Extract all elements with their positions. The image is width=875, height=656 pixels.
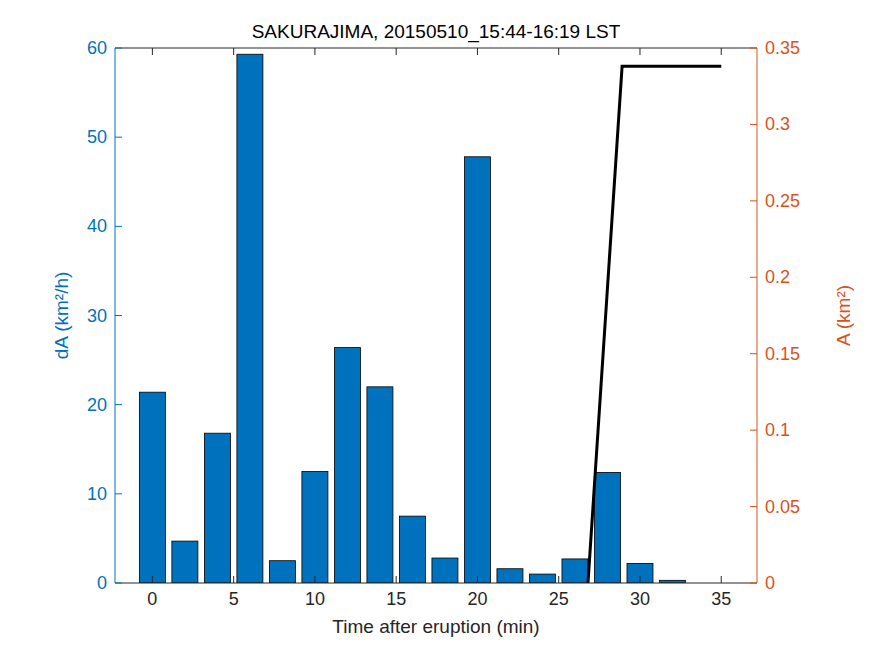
y2-tick [750, 277, 757, 278]
bar [529, 574, 555, 583]
y-tick [115, 315, 122, 316]
x-tick [558, 576, 559, 583]
x-tick [477, 576, 478, 583]
y-tick-label: 30 [87, 306, 107, 326]
chart: 0 5 10 15 20 25 30 35 0 10 20 30 40 50 60 0 0.05 0.1 0.15 0… [0, 0, 875, 656]
bar [562, 559, 588, 583]
x-tick [721, 576, 722, 583]
y2-tick [750, 353, 757, 354]
x-tick [233, 576, 234, 583]
title: SAKURAJIMA, 20150510_15:44-16:19 LST [252, 21, 621, 43]
x-tick-top [314, 48, 315, 55]
y2-axis [757, 48, 758, 583]
line [588, 66, 721, 583]
x-tick-label: 20 [467, 589, 487, 609]
y2-tick-label: 0.3 [765, 114, 790, 134]
bar [334, 348, 360, 583]
x-tick [152, 576, 153, 583]
x-tick [314, 576, 315, 583]
bar [269, 561, 295, 583]
x-tick-top [639, 48, 640, 55]
y-tick [115, 404, 122, 405]
background [0, 0, 875, 656]
x-tick [396, 576, 397, 583]
x-tick-label: 30 [630, 589, 650, 609]
y-tick-label: 0 [97, 573, 107, 593]
y-tick [115, 583, 122, 584]
y-axis-label: dA (km²/h) [51, 272, 72, 360]
bar [594, 472, 620, 583]
bar [627, 563, 653, 583]
bar [432, 558, 458, 583]
y2-tick [750, 200, 757, 201]
x-axis-label: Time after eruption (min) [332, 616, 539, 637]
x-tick-label: 0 [147, 589, 157, 609]
y-tick-label: 10 [87, 484, 107, 504]
bar [237, 54, 263, 583]
y-tick [115, 137, 122, 138]
y2-tick-label: 0.2 [765, 267, 790, 287]
y-tick-label: 40 [87, 216, 107, 236]
y-tick [115, 226, 122, 227]
y2-tick [750, 48, 757, 49]
bar [399, 516, 425, 583]
frame-top [115, 48, 757, 49]
x-tick-label: 35 [711, 589, 731, 609]
x-tick-top [558, 48, 559, 55]
y2-axis-label: A (km²) [833, 285, 854, 346]
y2-tick-label: 0.25 [765, 191, 800, 211]
bar [464, 157, 490, 583]
y2-tick [750, 124, 757, 125]
y-tick [115, 493, 122, 494]
y2-tick-label: 0.35 [765, 38, 800, 58]
x-tick-top [721, 48, 722, 55]
bar [302, 472, 328, 583]
x-tick-label: 10 [305, 589, 325, 609]
x-tick-top [152, 48, 153, 55]
x-tick-label: 5 [229, 589, 239, 609]
y-tick [115, 48, 122, 49]
bar [497, 569, 523, 583]
bar [367, 387, 393, 583]
bar [204, 433, 230, 583]
x-tick-label: 15 [386, 589, 406, 609]
y2-tick [750, 583, 757, 584]
plot-area [139, 54, 721, 583]
y2-tick-label: 0.05 [765, 497, 800, 517]
x-tick [639, 576, 640, 583]
y2-tick-label: 0.15 [765, 344, 800, 364]
x-tick-top [233, 48, 234, 55]
y2-tick [750, 506, 757, 507]
y2-tick [750, 430, 757, 431]
y-tick-label: 60 [87, 38, 107, 58]
bar [172, 541, 198, 583]
y-tick-label: 20 [87, 395, 107, 415]
bar [139, 392, 165, 583]
x-axis [115, 583, 757, 584]
x-tick-top [396, 48, 397, 55]
y-tick-label: 50 [87, 127, 107, 147]
x-tick-top [477, 48, 478, 55]
y2-tick-label: 0.1 [765, 420, 790, 440]
x-tick-label: 25 [549, 589, 569, 609]
y2-tick-label: 0 [765, 573, 775, 593]
